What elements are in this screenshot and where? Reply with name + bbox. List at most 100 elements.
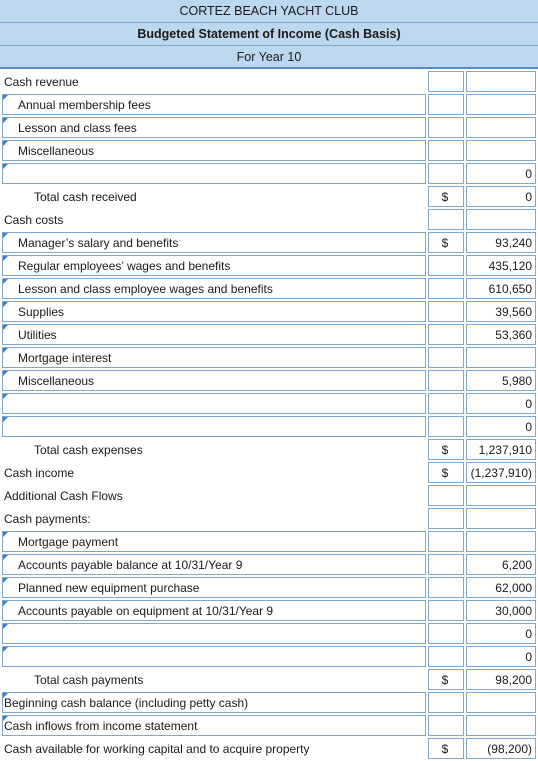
currency-cell[interactable]: [428, 738, 464, 759]
amount-cell[interactable]: [466, 71, 536, 92]
label-input-cell[interactable]: [2, 531, 426, 552]
label-input-cell[interactable]: [2, 623, 426, 644]
statement-row: Supplies 39,560: [0, 300, 538, 323]
label-input-cell[interactable]: [2, 600, 426, 621]
amount-cell[interactable]: [466, 715, 536, 736]
statement-row: Total cash expenses $1,237,910: [0, 438, 538, 461]
currency-cell[interactable]: [428, 577, 464, 598]
row-label: Cash inflows from income statement: [4, 718, 198, 733]
cell-marker-icon: [3, 417, 8, 422]
cell-marker-icon: [3, 348, 8, 353]
currency-cell[interactable]: [428, 347, 464, 368]
dollar-sign: $: [441, 442, 449, 457]
amount-cell[interactable]: 0: [466, 623, 536, 644]
currency-cell[interactable]: [428, 163, 464, 184]
statement-row: Total cash received $0: [0, 185, 538, 208]
label-input-cell[interactable]: [2, 140, 426, 161]
cell-marker-icon: [3, 601, 8, 606]
label-input-cell[interactable]: [2, 692, 426, 713]
amount-cell[interactable]: 0: [466, 646, 536, 667]
currency-cell[interactable]: [428, 324, 464, 345]
amount-cell[interactable]: 62,000: [466, 577, 536, 598]
amount-cell[interactable]: 93,240: [466, 232, 536, 253]
dollar-sign: [426, 300, 464, 323]
label-input-cell[interactable]: [2, 301, 426, 322]
label-input-cell[interactable]: [2, 577, 426, 598]
label-input-cell[interactable]: [2, 163, 426, 184]
currency-cell[interactable]: [428, 692, 464, 713]
amount-cell[interactable]: (98,200): [466, 738, 536, 759]
amount-cell[interactable]: [466, 692, 536, 713]
amount-cell[interactable]: [466, 209, 536, 230]
amount-cell[interactable]: 0: [466, 186, 536, 207]
currency-cell[interactable]: [428, 278, 464, 299]
currency-cell[interactable]: [428, 416, 464, 437]
currency-cell[interactable]: [428, 462, 464, 483]
amount-cell[interactable]: [466, 531, 536, 552]
currency-cell[interactable]: [428, 439, 464, 460]
currency-cell[interactable]: [428, 508, 464, 529]
amount-cell[interactable]: (1,237,910): [466, 462, 536, 483]
dollar-sign: [426, 645, 464, 668]
currency-cell[interactable]: [428, 370, 464, 391]
amount-cell[interactable]: 5,980: [466, 370, 536, 391]
label-input-cell[interactable]: [2, 347, 426, 368]
currency-cell[interactable]: [428, 186, 464, 207]
amount-cell[interactable]: [466, 117, 536, 138]
currency-cell[interactable]: [428, 669, 464, 690]
currency-cell[interactable]: [428, 531, 464, 552]
currency-cell[interactable]: [428, 393, 464, 414]
statement-row: Annual membership fees: [0, 93, 538, 116]
label-input-cell[interactable]: [2, 278, 426, 299]
amount-cell[interactable]: 0: [466, 163, 536, 184]
amount-cell[interactable]: 0: [466, 416, 536, 437]
currency-cell[interactable]: [428, 301, 464, 322]
row-label: Lesson and class fees: [18, 120, 137, 135]
statement-row: Mortgage interest: [0, 346, 538, 369]
label-input-cell[interactable]: [2, 232, 426, 253]
cell-marker-icon: [3, 325, 8, 330]
label-input-cell[interactable]: [2, 370, 426, 391]
amount-cell[interactable]: 1,237,910: [466, 439, 536, 460]
label-input-cell[interactable]: [2, 554, 426, 575]
statement-row: Miscellaneous: [0, 139, 538, 162]
currency-cell[interactable]: [428, 623, 464, 644]
label-input-cell[interactable]: [2, 117, 426, 138]
amount-cell[interactable]: [466, 140, 536, 161]
row-label: Cash income: [4, 465, 75, 480]
label-input-cell[interactable]: [2, 393, 426, 414]
currency-cell[interactable]: [428, 715, 464, 736]
amount-cell[interactable]: 39,560: [466, 301, 536, 322]
currency-cell[interactable]: [428, 94, 464, 115]
amount-cell[interactable]: 98,200: [466, 669, 536, 690]
currency-cell[interactable]: [428, 255, 464, 276]
amount-cell[interactable]: 53,360: [466, 324, 536, 345]
label-input-cell[interactable]: [2, 646, 426, 667]
amount-cell[interactable]: 30,000: [466, 600, 536, 621]
amount-cell[interactable]: 435,120: [466, 255, 536, 276]
currency-cell[interactable]: [428, 117, 464, 138]
currency-cell[interactable]: [428, 232, 464, 253]
amount-cell[interactable]: 0: [466, 393, 536, 414]
currency-cell[interactable]: [428, 554, 464, 575]
currency-cell[interactable]: [428, 71, 464, 92]
amount-cell[interactable]: [466, 485, 536, 506]
label-input-cell[interactable]: [2, 94, 426, 115]
amount-cell[interactable]: [466, 94, 536, 115]
statement-row: Cash costs: [0, 208, 538, 231]
amount-cell[interactable]: 6,200: [466, 554, 536, 575]
currency-cell[interactable]: [428, 485, 464, 506]
label-input-cell[interactable]: [2, 324, 426, 345]
currency-cell[interactable]: [428, 600, 464, 621]
row-label: Mortgage interest: [18, 350, 112, 365]
amount-cell[interactable]: 610,650: [466, 278, 536, 299]
currency-cell[interactable]: [428, 646, 464, 667]
label-input-cell[interactable]: [2, 416, 426, 437]
currency-cell[interactable]: [428, 140, 464, 161]
cell-marker-icon: [3, 233, 8, 238]
amount-cell[interactable]: [466, 347, 536, 368]
currency-cell[interactable]: [428, 209, 464, 230]
label-input-cell[interactable]: [2, 715, 426, 736]
amount-cell[interactable]: [466, 508, 536, 529]
label-input-cell[interactable]: [2, 255, 426, 276]
